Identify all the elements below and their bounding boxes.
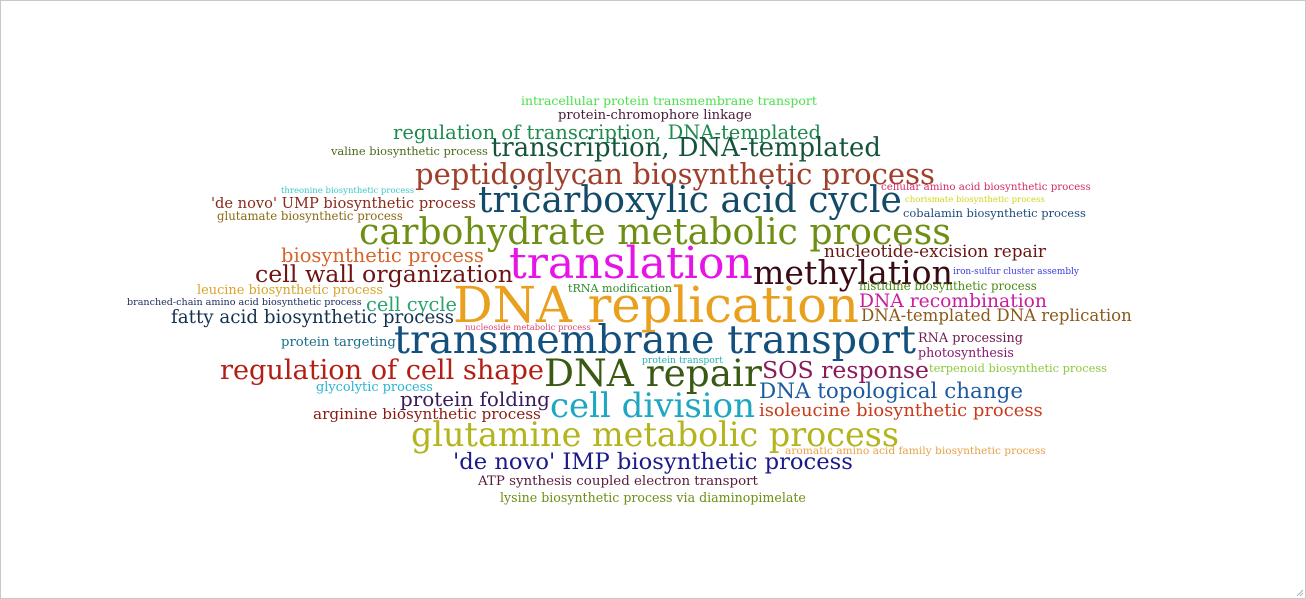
word-cloud-term: DNA-templated DNA replication — [861, 306, 1132, 325]
word-cloud-term: arginine biosynthetic process — [313, 405, 541, 423]
word-cloud-term: intracellular protein transmembrane tran… — [521, 93, 817, 108]
word-cloud-term: valine biosynthetic process — [331, 144, 488, 158]
word-cloud-term: SOS response — [762, 356, 929, 384]
word-cloud-term: tricarboxylic acid cycle — [478, 179, 902, 221]
word-cloud-term: threonine biosynthetic process — [281, 186, 415, 196]
word-cloud-term: RNA processing — [918, 331, 1023, 346]
word-cloud-term: 'de novo' UMP biosynthetic process — [211, 195, 476, 212]
word-cloud-term: DNA replication — [453, 276, 859, 334]
word-cloud-term: lysine biosynthetic process via diaminop… — [500, 490, 806, 505]
word-cloud-term: fatty acid biosynthetic process — [171, 307, 454, 328]
word-cloud-term: protein folding — [400, 388, 550, 411]
word-cloud-term: protein targeting — [281, 335, 396, 350]
word-cloud-term: glycolytic process — [316, 380, 433, 395]
word-cloud-term: aromatic amino acid family biosynthetic … — [785, 444, 1046, 457]
word-cloud-term: glutamate biosynthetic process — [217, 209, 403, 223]
word-cloud-term: DNA repair — [544, 351, 762, 395]
word-cloud-term: cell cycle — [366, 293, 457, 316]
word-cloud-term: protein-chromophore linkage — [558, 108, 752, 123]
word-cloud-term: nucleotide-excision repair — [824, 241, 1046, 261]
word-cloud-term: biosynthetic process — [281, 244, 484, 267]
word-cloud-term: regulation of cell shape — [220, 355, 544, 386]
word-cloud-term: carbohydrate metabolic process — [359, 210, 951, 253]
word-cloud-term: cobalamin biosynthetic process — [903, 206, 1086, 220]
word-cloud-term: photosynthesis — [918, 345, 1014, 360]
word-cloud-term: DNA recombination — [859, 291, 1047, 312]
word-cloud-term: leucine biosynthetic process — [197, 283, 383, 298]
word-cloud-term: transmembrane transport — [394, 317, 916, 363]
word-cloud-term: regulation of transcription, DNA-templat… — [393, 121, 822, 144]
word-cloud-term: iron-sulfur cluster assembly — [953, 267, 1079, 277]
word-cloud-term: nucleoside metabolic process — [465, 322, 591, 332]
resize-grip-icon[interactable] — [1294, 587, 1304, 597]
word-cloud-term: cell wall organization — [255, 260, 513, 288]
word-cloud-term: isoleucine biosynthetic process — [759, 400, 1043, 421]
word-cloud-term: 'de novo' IMP biosynthetic process — [453, 449, 853, 475]
word-cloud-term: tRNA modification — [568, 282, 672, 295]
word-cloud-term: methylation — [753, 253, 953, 292]
word-cloud-term: peptidoglycan biosynthetic process — [415, 157, 935, 191]
word-cloud-term: DNA topological change — [759, 379, 1024, 404]
word-cloud-term: cell division — [550, 386, 755, 426]
word-cloud-term: cellular amino acid biosynthetic process — [881, 181, 1091, 193]
word-cloud-term: histidine biosynthetic process — [859, 279, 1037, 293]
word-cloud-term: transcription, DNA-templated — [491, 133, 881, 163]
word-cloud-term: branched-chain amino acid biosynthetic p… — [127, 297, 362, 308]
word-cloud-term: glutamine metabolic process — [411, 415, 899, 454]
word-cloud-term: ATP synthesis coupled electron transport — [478, 474, 758, 489]
word-cloud-term: protein transport — [642, 355, 723, 366]
word-cloud-term: translation — [509, 238, 753, 289]
word-cloud-term: terpenoid biosynthetic process — [929, 361, 1107, 375]
word-cloud-term: chorismate biosynthetic process — [905, 195, 1045, 205]
